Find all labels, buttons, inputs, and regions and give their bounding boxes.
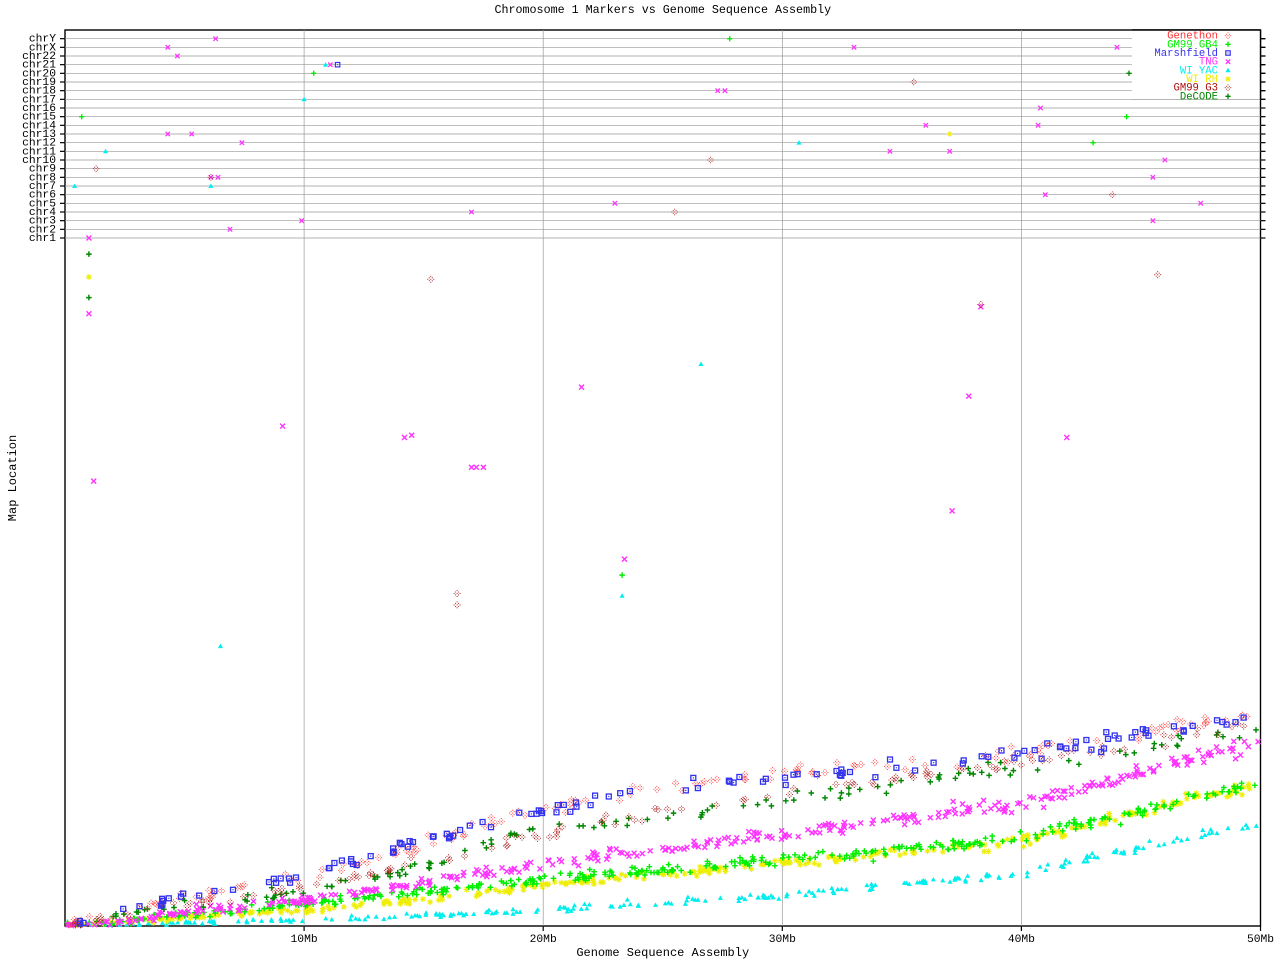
- svg-text:Chromosome 1 Markers vs Genome: Chromosome 1 Markers vs Genome Sequence …: [494, 3, 831, 17]
- svg-text:DeCODE: DeCODE: [1180, 91, 1218, 103]
- svg-text:20Mb: 20Mb: [530, 934, 557, 946]
- svg-text:chr1: chr1: [29, 233, 56, 245]
- svg-text:10Mb: 10Mb: [291, 934, 318, 946]
- svg-text:40Mb: 40Mb: [1008, 934, 1035, 946]
- svg-text:30Mb: 30Mb: [769, 934, 796, 946]
- svg-text:Map Location: Map Location: [6, 435, 20, 521]
- svg-text:Genome Sequence Assembly: Genome Sequence Assembly: [576, 946, 749, 960]
- svg-text:50Mb: 50Mb: [1247, 934, 1274, 946]
